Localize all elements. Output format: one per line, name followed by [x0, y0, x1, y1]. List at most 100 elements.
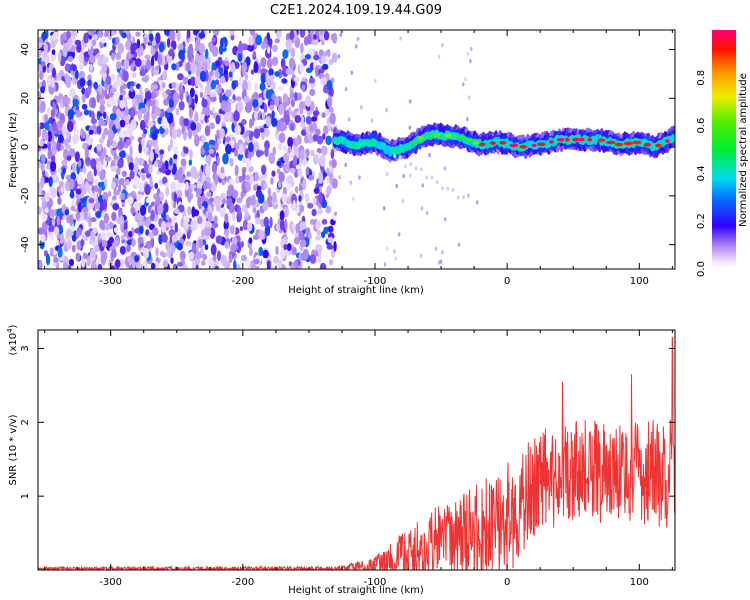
noise-blob: [103, 251, 108, 261]
noise-blob: [330, 149, 335, 160]
noise-blob: [39, 70, 44, 81]
noise-blob: [114, 36, 119, 45]
noise-blob: [52, 121, 57, 131]
noise-blob: [207, 211, 213, 222]
noise-blob: [44, 119, 50, 131]
noise-blob: [115, 52, 122, 61]
noise-blob: [119, 119, 126, 128]
snr-y-label: SNR (10 * v/v): [8, 414, 19, 485]
noise-speckle: [437, 54, 441, 59]
noise-blob: [215, 114, 221, 125]
noise-blob: [185, 181, 189, 191]
noise-blob: [64, 209, 70, 216]
noise-blob: [206, 56, 211, 66]
noise-blob: [118, 178, 126, 186]
noise-blob: [194, 46, 199, 52]
noise-blob: [201, 98, 208, 108]
noise-blob: [290, 264, 295, 269]
noise-blob: [178, 100, 185, 111]
noise-blob: [252, 234, 260, 240]
noise-blob: [145, 240, 152, 250]
noise-blob: [231, 80, 237, 90]
noise-blob: [48, 224, 55, 233]
signal-peak: [429, 133, 434, 137]
noise-blob: [87, 79, 92, 87]
noise-blob: [278, 171, 285, 183]
noise-blob: [170, 181, 177, 193]
noise-speckle: [356, 36, 360, 42]
noise-blob: [255, 217, 262, 225]
noise-blob: [154, 160, 158, 168]
noise-blob: [59, 233, 65, 245]
y-tick-label: -40: [20, 236, 31, 252]
noise-blob: [308, 30, 315, 35]
noise-blob: [305, 67, 313, 74]
noise-blob: [290, 47, 295, 58]
noise-blob: [50, 52, 57, 62]
noise-blob: [319, 262, 327, 269]
noise-blob: [87, 30, 92, 35]
noise-blob: [199, 91, 203, 99]
noise-blob: [148, 33, 154, 42]
colorbar: 0.0 0.2 0.4 0.6 0.8 Normalized spectral ampl…: [696, 30, 749, 277]
x-tick-label: -300: [99, 577, 122, 588]
noise-blob: [210, 95, 217, 103]
noise-blob: [305, 95, 312, 107]
noise-blob: [318, 191, 323, 204]
noise-blob: [204, 115, 208, 123]
noise-blob: [104, 31, 109, 38]
snr-multiplier-exponent: 4: [6, 328, 14, 333]
noise-blob: [327, 225, 334, 233]
noise-blob: [38, 47, 42, 58]
noise-blob: [50, 77, 55, 89]
noise-blob: [211, 46, 219, 57]
noise-blob: [138, 182, 145, 193]
noise-blob: [52, 31, 60, 40]
noise-blob: [133, 176, 141, 188]
noise-blob: [66, 155, 72, 161]
noise-blob: [183, 146, 189, 154]
noise-blob: [185, 240, 192, 247]
noise-blob: [232, 189, 239, 199]
noise-blob: [309, 254, 317, 264]
noise-blob: [112, 37, 116, 45]
noise-blob: [72, 161, 77, 173]
spectrogram-x-label: Height of straight line (km): [288, 285, 424, 296]
noise-blob: [93, 81, 99, 90]
noise-blob: [282, 93, 288, 104]
noise-blob: [230, 34, 235, 41]
colorbar-tick-label: 0.4: [696, 165, 707, 181]
noise-blob: [165, 127, 169, 135]
noise-blob: [279, 210, 285, 221]
noise-blob: [216, 129, 220, 141]
noise-blob: [39, 138, 44, 148]
noise-blob: [170, 257, 174, 264]
noise-blob: [186, 171, 191, 178]
noise-blob: [141, 174, 146, 182]
signal-peak: [458, 135, 464, 140]
noise-blob: [38, 206, 42, 215]
noise-speckle: [382, 206, 386, 211]
noise-blob: [245, 175, 250, 181]
noise-blob: [197, 216, 203, 224]
noise-blob: [131, 42, 138, 51]
noise-blob: [44, 133, 49, 142]
noise-blob: [299, 62, 304, 74]
colorbar-gradient: [712, 30, 736, 269]
colorbar-label: Normalized spectral amplitude: [738, 73, 749, 227]
noise-blob: [289, 30, 295, 40]
noise-blob: [81, 131, 86, 139]
signal-peak: [499, 140, 507, 145]
noise-blob: [134, 255, 140, 263]
snr-panel: -300 -200 -100 0 100 1 2 3 Height of straight l…: [6, 324, 676, 596]
noise-blob: [116, 167, 121, 176]
noise-blob: [305, 115, 312, 125]
noise-blob: [49, 231, 54, 241]
noise-blob: [233, 260, 237, 269]
noise-blob: [99, 137, 104, 144]
noise-blob: [208, 257, 215, 267]
noise-blob: [187, 79, 192, 86]
noise-blob: [205, 220, 211, 229]
noise-blob: [101, 239, 108, 248]
noise-blob: [38, 186, 42, 195]
